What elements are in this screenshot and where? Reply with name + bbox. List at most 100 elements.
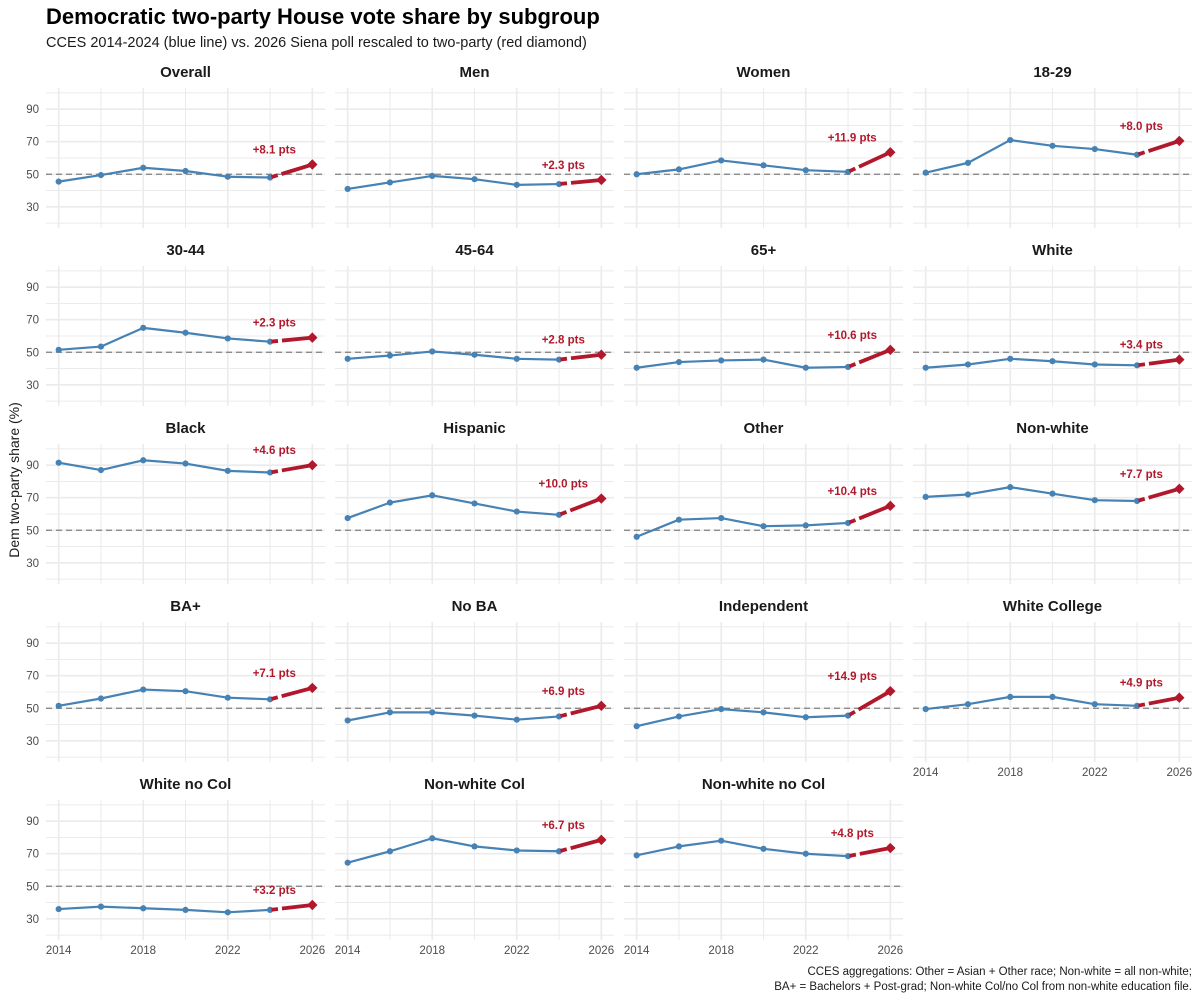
history-point-women-2018	[718, 157, 725, 164]
history-point-non-white-2022	[1091, 497, 1098, 504]
history-point-65-plus-2022	[802, 364, 809, 371]
shift-label-non-white: +7.7 pts	[1120, 469, 1163, 481]
history-line-non-white-no-col	[636, 839, 849, 858]
history-point-18-29-2022	[1091, 145, 1098, 153]
poll-projection-men	[570, 178, 602, 185]
poll-diamond-45-64	[596, 349, 607, 360]
history-point-ba-plus-2014	[55, 702, 62, 709]
panel-title-men: Men	[460, 64, 490, 81]
panel-18-29: 18-29 +8.0 pts	[913, 64, 1192, 228]
history-point-65-plus-2020	[760, 356, 767, 363]
history-line-men	[347, 174, 560, 191]
panel-title-non-white: Non-white	[1016, 420, 1089, 437]
panel-title-other: Other	[743, 420, 783, 437]
history-point-white-2016	[964, 361, 972, 368]
history-point-black-2018	[140, 457, 147, 464]
history-line-white	[925, 357, 1138, 369]
poll-projection-dash-65-plus	[848, 362, 857, 369]
history-point-overall-2016	[97, 171, 105, 179]
history-point-men-2020	[471, 176, 478, 183]
poll-projection-dash-women	[848, 166, 857, 173]
history-point-non-white-col-2022	[513, 847, 520, 854]
poll-projection-dash-men	[560, 181, 568, 186]
history-point-65-plus-2016	[675, 358, 683, 366]
x-tick-label-2014: 2014	[335, 945, 361, 957]
panel-45-64: 45-64 +2.8 pts	[335, 242, 614, 406]
panel-women: Women +11.9 pts	[624, 64, 903, 228]
history-line-white-no-col	[58, 905, 271, 914]
history-point-white-no-col-2022	[224, 909, 231, 916]
panel-non-white: Non-white +7.7 pts	[913, 420, 1192, 584]
history-point-overall-2014	[55, 178, 62, 185]
panel-black: Black +4.6 pts 30 50 70 90	[26, 420, 325, 584]
panel-title-18-29: 18-29	[1033, 64, 1071, 81]
history-line-independent	[636, 707, 849, 728]
history-point-independent-2022	[802, 714, 809, 721]
poll-diamond-men	[596, 174, 607, 186]
x-tick-label-2018: 2018	[997, 767, 1023, 779]
poll-projection-other	[858, 504, 892, 521]
panel-men: Men +2.3 pts	[335, 64, 614, 228]
history-point-no-ba-2014	[344, 717, 351, 724]
history-point-hispanic-2018	[429, 492, 436, 499]
poll-projection-dash-black	[271, 469, 279, 475]
poll-projection-dash-white	[1138, 362, 1146, 367]
poll-diamond-white	[1174, 354, 1185, 365]
history-point-white-2018	[1007, 355, 1014, 362]
x-tick-label-2022: 2022	[793, 945, 819, 957]
shift-label-ba-plus: +7.1 pts	[253, 668, 296, 680]
history-point-black-2014	[55, 459, 62, 466]
panel-title-30-44: 30-44	[166, 242, 205, 259]
panel-title-women: Women	[737, 64, 791, 81]
y-axis-label: Dem two-party share (%)	[6, 402, 22, 558]
history-point-independent-2016	[675, 713, 683, 720]
history-point-men-2014	[344, 185, 351, 193]
panel-title-overall: Overall	[160, 64, 211, 81]
y-tick-label-30: 30	[26, 202, 39, 214]
shift-label-independent: +14.9 pts	[827, 671, 877, 683]
poll-diamond-white-no-col	[307, 899, 318, 911]
x-tick-label-2022: 2022	[1082, 767, 1108, 779]
x-tick-label-2026: 2026	[300, 945, 326, 957]
poll-projection-dash-45-64	[560, 356, 568, 362]
history-point-women-2022	[802, 167, 809, 174]
history-line-non-white-col	[347, 837, 560, 864]
history-line-18-29	[925, 138, 1138, 174]
history-point-ba-plus-2016	[97, 695, 105, 702]
poll-projection-45-64	[570, 352, 602, 361]
poll-diamond-overall	[307, 159, 318, 170]
shift-label-non-white-col: +6.7 pts	[542, 820, 585, 832]
y-tick-label-30: 30	[26, 736, 39, 748]
history-point-overall-2020	[182, 167, 189, 175]
x-tick-label-2014: 2014	[913, 767, 939, 779]
poll-projection-18-29	[1147, 139, 1180, 153]
shift-label-no-ba: +6.9 pts	[542, 686, 585, 698]
history-point-hispanic-2022	[513, 508, 520, 515]
chart-title: Democratic two-party House vote share by…	[46, 4, 600, 29]
panel-title-no-ba: No BA	[452, 598, 498, 615]
history-line-women	[636, 159, 849, 176]
x-tick-label-2026: 2026	[878, 945, 904, 957]
history-line-30-44	[58, 326, 271, 351]
poll-projection-dash-non-white-no-col	[849, 852, 857, 858]
history-line-non-white	[925, 486, 1138, 503]
history-point-non-white-no-col-2022	[802, 850, 809, 857]
poll-diamond-independent	[885, 685, 896, 697]
history-line-45-64	[347, 350, 560, 361]
panel-non-white-no-col: Non-white no Col +4.8 pts 2014 2018 2022 2026	[624, 776, 903, 957]
poll-projection-dash-18-29	[1137, 150, 1146, 157]
panel-independent: Independent +14.9 pts	[624, 598, 903, 762]
history-point-non-white-col-2016	[386, 848, 394, 855]
y-tick-label-50: 50	[26, 881, 39, 893]
history-line-65-plus	[636, 358, 849, 369]
shift-label-women: +11.9 pts	[828, 132, 877, 144]
poll-diamond-30-44	[307, 332, 318, 343]
history-point-overall-2018	[140, 164, 147, 171]
history-point-hispanic-2020	[471, 500, 478, 507]
poll-projection-white-college	[1148, 695, 1180, 706]
history-point-ba-plus-2018	[140, 686, 147, 693]
y-tick-label-70: 70	[26, 493, 39, 505]
shift-label-18-29: +8.0 pts	[1120, 121, 1163, 133]
poll-diamond-no-ba	[596, 700, 607, 712]
